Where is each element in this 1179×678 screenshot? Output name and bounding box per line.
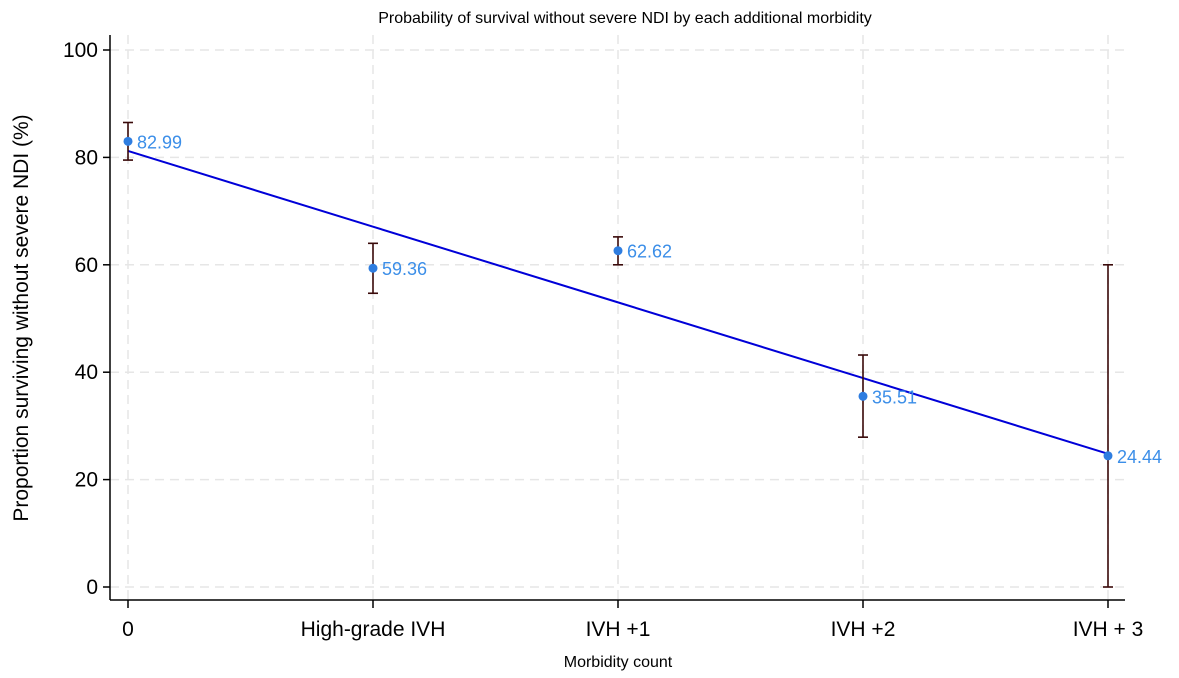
y-tick-label: 20 (75, 469, 98, 492)
x-ticks: 0 High-grade IVH IVH +1 IVH +2 IVH + 3 (122, 600, 1143, 641)
data-label-3: 35.51 (872, 387, 917, 407)
gridlines (110, 35, 1125, 600)
data-label-0: 82.99 (137, 132, 182, 152)
y-tick-label: 60 (75, 254, 98, 277)
error-bars (123, 121, 1113, 588)
y-tick-label: 80 (75, 146, 98, 169)
x-axis-title: Morbidity count (564, 654, 673, 671)
data-label-1: 59.36 (382, 259, 427, 279)
y-axis-title: Proportion surviving without severe NDI … (10, 114, 33, 521)
y-tick-label: 0 (86, 576, 98, 599)
x-tick-label: IVH +1 (586, 618, 651, 641)
data-point-0 (123, 136, 133, 146)
data-point-1 (368, 263, 378, 273)
data-labels: 82.99 59.36 62.62 35.51 24.44 (137, 132, 1162, 466)
fit-line (127, 150, 1109, 455)
x-tick-label: High-grade IVH (301, 618, 446, 641)
data-point-2 (613, 246, 623, 256)
data-points (123, 136, 1113, 461)
x-tick-label: IVH + 3 (1073, 618, 1144, 641)
chart-title: Probability of survival without severe N… (378, 10, 872, 27)
data-point-3 (858, 391, 868, 401)
data-label-2: 62.62 (627, 242, 672, 262)
data-point-4 (1103, 451, 1113, 461)
y-ticks: 0 20 40 60 80 100 (63, 39, 110, 599)
fit-line-layer (127, 150, 1109, 455)
error-bar-4 (1103, 263, 1113, 588)
y-tick-label: 40 (75, 361, 98, 384)
x-tick-label: IVH +2 (831, 618, 896, 641)
x-tick-label: 0 (122, 618, 134, 641)
data-label-4: 24.44 (1117, 447, 1162, 467)
y-tick-label: 100 (63, 39, 98, 62)
